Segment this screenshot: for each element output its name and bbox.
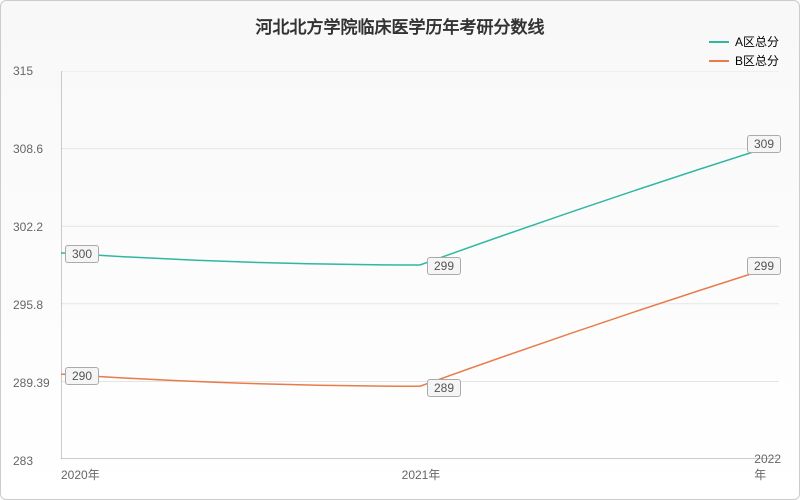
y-tick-label: 283 bbox=[13, 454, 33, 468]
chart-title: 河北北方学院临床医学历年考研分数线 bbox=[256, 13, 545, 38]
data-label: 289 bbox=[427, 379, 461, 397]
chart-svg bbox=[61, 71, 779, 459]
y-tick-label: 308.6 bbox=[13, 142, 43, 156]
chart-container: 河北北方学院临床医学历年考研分数线 A区总分 B区总分 283 289.39 295… bbox=[0, 0, 800, 500]
x-tick-label: 2020年 bbox=[61, 466, 100, 483]
y-tick-label: 315 bbox=[13, 64, 33, 78]
x-tick-label: 2022年 bbox=[754, 452, 781, 483]
legend-label-b: B区总分 bbox=[735, 52, 779, 69]
data-label: 300 bbox=[65, 245, 99, 263]
y-tick-label: 289.39 bbox=[13, 376, 50, 390]
data-label: 290 bbox=[65, 367, 99, 385]
y-tick-label: 302.2 bbox=[13, 220, 43, 234]
plot-area bbox=[61, 71, 779, 459]
legend-label-a: A区总分 bbox=[735, 33, 779, 50]
legend-item-b: B区总分 bbox=[709, 52, 779, 69]
y-tick-label: 295.8 bbox=[13, 298, 43, 312]
legend-swatch-b bbox=[709, 60, 729, 62]
data-label: 309 bbox=[747, 135, 781, 153]
legend-item-a: A区总分 bbox=[709, 33, 779, 50]
data-label: 299 bbox=[747, 257, 781, 275]
legend: A区总分 B区总分 bbox=[709, 33, 779, 71]
data-label: 299 bbox=[427, 257, 461, 275]
legend-swatch-a bbox=[709, 41, 729, 43]
x-tick-label: 2021年 bbox=[402, 466, 441, 483]
